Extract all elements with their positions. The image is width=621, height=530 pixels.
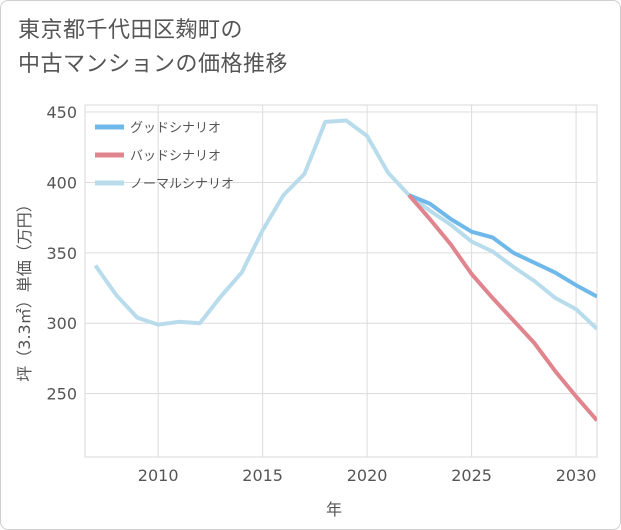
series-line-normal-scenario [93,118,597,331]
y-tick-label-450: 450 [46,103,77,122]
y-tick-label-300: 300 [46,314,77,333]
plot-area [84,104,598,458]
x-tick-label-2020: 2020 [347,466,388,485]
y-axis-title: 坪（3.3㎡）単価（万円） [15,196,34,381]
series-line-good-scenario [408,193,597,299]
chart-title-line2: 中古マンションの価格推移 [18,52,289,77]
legend-label-normal-scenario: ノーマルシナリオ [130,177,234,192]
x-axis-title: 年 [326,500,342,519]
x-tick-label-2010: 2010 [138,466,179,485]
x-tick-label-2025: 2025 [451,466,492,485]
y-tick-label-400: 400 [46,173,77,192]
series-line-bad-scenario [407,193,597,422]
legend-label-bad-scenario: バッドシナリオ [130,149,221,164]
x-tick-label-2015: 2015 [242,466,283,485]
chart-title: 東京都千代田区麹町の 中古マンションの価格推移 [18,14,418,82]
legend-label-good-scenario: グッドシナリオ [130,121,221,136]
chart-title-line1: 東京都千代田区麹町の [18,18,244,43]
y-tick-label-250: 250 [46,385,77,404]
y-tick-label-350: 350 [46,244,77,263]
x-tick-label-2030: 2030 [556,466,597,485]
